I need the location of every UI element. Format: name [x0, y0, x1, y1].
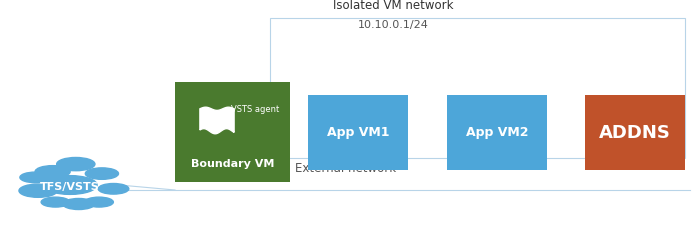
Circle shape: [63, 198, 94, 210]
Circle shape: [85, 168, 118, 179]
FancyBboxPatch shape: [175, 82, 290, 182]
Text: TFS/VSTS: TFS/VSTS: [40, 182, 100, 192]
Text: VSTS agent: VSTS agent: [232, 106, 279, 114]
Text: App VM1: App VM1: [327, 126, 389, 139]
Text: External network: External network: [295, 162, 396, 175]
Circle shape: [20, 172, 50, 183]
Text: Boundary VM: Boundary VM: [191, 159, 274, 169]
Text: Isolated VM network: Isolated VM network: [332, 0, 454, 12]
FancyBboxPatch shape: [585, 95, 685, 170]
Circle shape: [35, 166, 70, 178]
Text: ADDNS: ADDNS: [599, 123, 671, 142]
Circle shape: [57, 158, 95, 171]
Text: 10.10.0.1/24: 10.10.0.1/24: [358, 20, 428, 30]
FancyBboxPatch shape: [308, 95, 408, 170]
FancyBboxPatch shape: [447, 95, 547, 170]
Polygon shape: [200, 107, 234, 134]
Circle shape: [19, 184, 57, 197]
Circle shape: [41, 197, 70, 207]
Text: App VM2: App VM2: [466, 126, 528, 139]
Circle shape: [85, 197, 113, 207]
Circle shape: [98, 183, 129, 194]
Circle shape: [43, 176, 97, 194]
